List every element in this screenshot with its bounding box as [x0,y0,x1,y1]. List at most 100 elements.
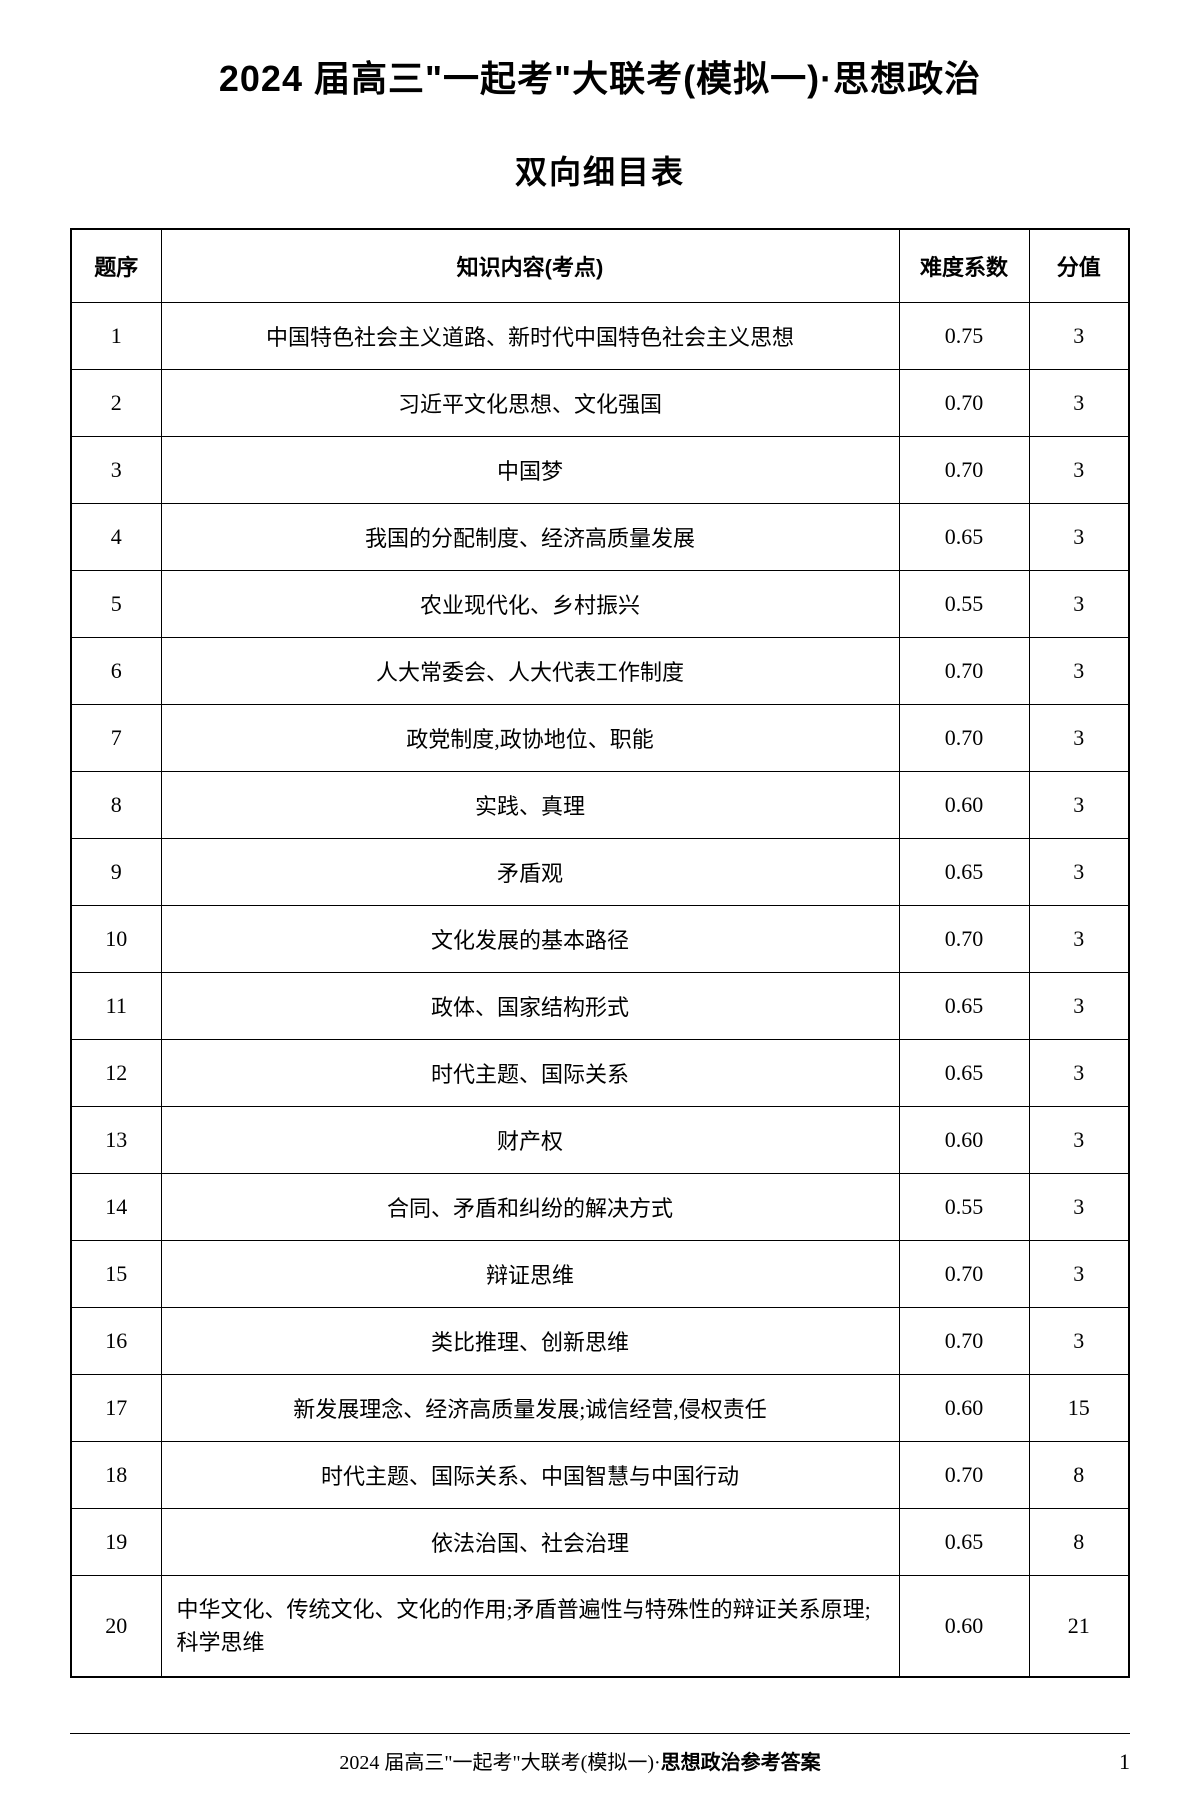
table-row: 15辩证思维0.703 [71,1241,1129,1308]
cell-content: 矛盾观 [161,839,899,906]
cell-difficulty: 0.65 [899,973,1029,1040]
header-seq: 题序 [71,229,161,303]
table-body: 1中国特色社会主义道路、新时代中国特色社会主义思想0.7532习近平文化思想、文… [71,303,1129,1678]
cell-difficulty: 0.70 [899,370,1029,437]
cell-seq: 4 [71,504,161,571]
table-row: 18时代主题、国际关系、中国智慧与中国行动0.708 [71,1442,1129,1509]
cell-seq: 14 [71,1174,161,1241]
cell-score: 3 [1029,1107,1129,1174]
cell-score: 3 [1029,437,1129,504]
cell-content: 习近平文化思想、文化强国 [161,370,899,437]
cell-score: 3 [1029,973,1129,1040]
cell-difficulty: 0.70 [899,1442,1029,1509]
cell-content: 时代主题、国际关系 [161,1040,899,1107]
cell-score: 21 [1029,1576,1129,1678]
cell-score: 3 [1029,772,1129,839]
cell-content: 中华文化、传统文化、文化的作用;矛盾普遍性与特殊性的辩证关系原理;科学思维 [161,1576,899,1678]
cell-content: 农业现代化、乡村振兴 [161,571,899,638]
footer-page-number: 1 [1090,1749,1130,1775]
cell-difficulty: 0.70 [899,638,1029,705]
cell-seq: 9 [71,839,161,906]
table-row: 12时代主题、国际关系0.653 [71,1040,1129,1107]
cell-seq: 11 [71,973,161,1040]
cell-difficulty: 0.70 [899,437,1029,504]
footer-bold: 思想政治参考答案 [661,1752,821,1774]
cell-seq: 15 [71,1241,161,1308]
cell-difficulty: 0.70 [899,705,1029,772]
main-title: 2024 届高三"一起考"大联考(模拟一)·思想政治 [70,50,1130,102]
cell-seq: 3 [71,437,161,504]
table-row: 20中华文化、传统文化、文化的作用;矛盾普遍性与特殊性的辩证关系原理;科学思维0… [71,1576,1129,1678]
cell-score: 3 [1029,571,1129,638]
table-row: 7政党制度,政协地位、职能0.703 [71,705,1129,772]
cell-seq: 12 [71,1040,161,1107]
cell-score: 3 [1029,705,1129,772]
header-content: 知识内容(考点) [161,229,899,303]
table-row: 10文化发展的基本路径0.703 [71,906,1129,973]
cell-content: 我国的分配制度、经济高质量发展 [161,504,899,571]
cell-score: 3 [1029,370,1129,437]
cell-content: 新发展理念、经济高质量发展;诚信经营,侵权责任 [161,1375,899,1442]
cell-seq: 7 [71,705,161,772]
table-row: 8实践、真理0.603 [71,772,1129,839]
cell-seq: 18 [71,1442,161,1509]
cell-score: 3 [1029,303,1129,370]
header-score: 分值 [1029,229,1129,303]
table-header-row: 题序 知识内容(考点) 难度系数 分值 [71,229,1129,303]
cell-score: 3 [1029,1174,1129,1241]
cell-difficulty: 0.65 [899,504,1029,571]
cell-score: 3 [1029,1241,1129,1308]
cell-difficulty: 0.60 [899,1576,1029,1678]
table-row: 3中国梦0.703 [71,437,1129,504]
table-row: 11政体、国家结构形式0.653 [71,973,1129,1040]
footer-text: 2024 届高三"一起考"大联考(模拟一)·思想政治参考答案 [70,1746,1090,1775]
cell-content: 辩证思维 [161,1241,899,1308]
cell-content: 文化发展的基本路径 [161,906,899,973]
cell-difficulty: 0.55 [899,1174,1029,1241]
cell-seq: 13 [71,1107,161,1174]
cell-content: 财产权 [161,1107,899,1174]
cell-score: 3 [1029,906,1129,973]
cell-difficulty: 0.65 [899,1509,1029,1576]
cell-seq: 1 [71,303,161,370]
cell-seq: 2 [71,370,161,437]
cell-score: 3 [1029,839,1129,906]
cell-difficulty: 0.70 [899,906,1029,973]
page-footer: 2024 届高三"一起考"大联考(模拟一)·思想政治参考答案 1 [70,1733,1130,1775]
table-row: 9矛盾观0.653 [71,839,1129,906]
cell-content: 时代主题、国际关系、中国智慧与中国行动 [161,1442,899,1509]
cell-score: 8 [1029,1442,1129,1509]
cell-difficulty: 0.60 [899,1375,1029,1442]
cell-seq: 17 [71,1375,161,1442]
table-row: 4我国的分配制度、经济高质量发展0.653 [71,504,1129,571]
header-difficulty: 难度系数 [899,229,1029,303]
table-row: 1中国特色社会主义道路、新时代中国特色社会主义思想0.753 [71,303,1129,370]
cell-seq: 8 [71,772,161,839]
sub-title: 双向细目表 [70,147,1130,193]
cell-seq: 20 [71,1576,161,1678]
cell-seq: 16 [71,1308,161,1375]
table-row: 13财产权0.603 [71,1107,1129,1174]
cell-difficulty: 0.60 [899,772,1029,839]
cell-score: 8 [1029,1509,1129,1576]
cell-score: 3 [1029,638,1129,705]
cell-content: 实践、真理 [161,772,899,839]
cell-content: 类比推理、创新思维 [161,1308,899,1375]
cell-seq: 19 [71,1509,161,1576]
table-row: 14合同、矛盾和纠纷的解决方式0.553 [71,1174,1129,1241]
cell-content: 政党制度,政协地位、职能 [161,705,899,772]
cell-content: 合同、矛盾和纠纷的解决方式 [161,1174,899,1241]
cell-content: 政体、国家结构形式 [161,973,899,1040]
cell-content: 中国特色社会主义道路、新时代中国特色社会主义思想 [161,303,899,370]
table-row: 5农业现代化、乡村振兴0.553 [71,571,1129,638]
table-row: 2习近平文化思想、文化强国0.703 [71,370,1129,437]
cell-difficulty: 0.65 [899,839,1029,906]
specification-table: 题序 知识内容(考点) 难度系数 分值 1中国特色社会主义道路、新时代中国特色社… [70,228,1130,1678]
cell-score: 3 [1029,1308,1129,1375]
cell-seq: 10 [71,906,161,973]
footer-prefix: 2024 届高三"一起考"大联考(模拟一)· [339,1752,660,1774]
cell-difficulty: 0.65 [899,1040,1029,1107]
cell-content: 依法治国、社会治理 [161,1509,899,1576]
cell-difficulty: 0.70 [899,1241,1029,1308]
table-row: 19依法治国、社会治理0.658 [71,1509,1129,1576]
